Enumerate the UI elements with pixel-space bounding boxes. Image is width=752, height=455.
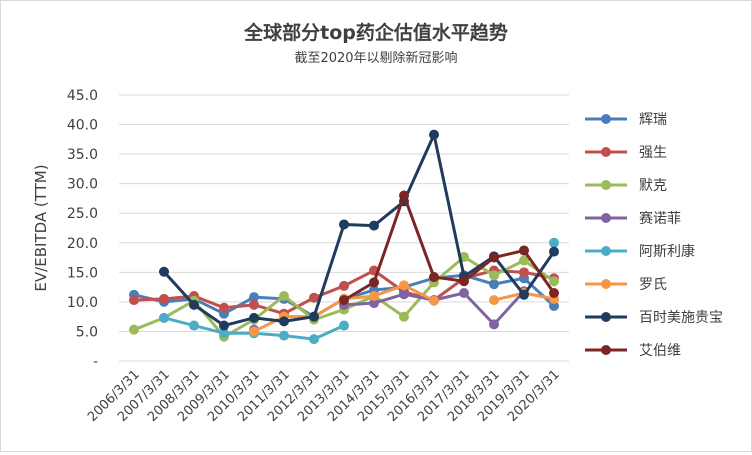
data-point — [549, 237, 559, 248]
y-tick-label: 25.0 — [67, 206, 98, 222]
chart-subtitle: 截至2020年以剔除新冠影响 — [294, 50, 457, 66]
data-point — [219, 328, 229, 339]
data-point — [309, 292, 319, 303]
legend-item: 百时美施贵宝 — [585, 310, 723, 326]
y-tick-label: 30.0 — [67, 177, 98, 193]
y-tick-label: 35.0 — [67, 147, 98, 163]
y-axis-label: EV/EBITDA (TTM) — [32, 164, 50, 291]
y-tick-label: 10.0 — [67, 295, 98, 311]
data-point — [429, 272, 439, 283]
data-point — [549, 246, 559, 257]
data-point — [159, 293, 169, 304]
x-tick-labels: 2006/3/312007/3/312008/3/312009/3/312010… — [85, 367, 563, 425]
y-tick-label: 20.0 — [67, 236, 98, 252]
data-point — [279, 330, 289, 341]
data-point — [309, 334, 319, 345]
data-point — [489, 319, 499, 330]
data-point — [399, 280, 409, 291]
legend-swatch-marker — [601, 246, 611, 256]
data-point — [369, 220, 379, 231]
data-point — [489, 295, 499, 306]
legend-swatch-marker — [601, 345, 611, 355]
data-point — [249, 299, 259, 310]
data-point — [249, 292, 259, 303]
data-point — [339, 320, 349, 331]
y-tick-label: 45.0 — [67, 88, 98, 104]
data-point — [339, 219, 349, 230]
series-lines — [129, 129, 559, 345]
data-point — [279, 290, 289, 301]
data-point — [519, 255, 529, 266]
data-point — [369, 298, 379, 309]
data-point — [489, 252, 499, 263]
data-point — [189, 320, 199, 331]
data-point — [549, 276, 559, 287]
data-point — [519, 289, 529, 300]
legend-item: 辉瑞 — [585, 112, 667, 128]
legend-swatch-marker — [601, 147, 611, 157]
data-point — [129, 324, 139, 335]
data-point — [249, 312, 259, 323]
legend-item: 艾伯维 — [585, 343, 681, 359]
data-point — [129, 295, 139, 306]
data-point — [549, 301, 559, 312]
data-point — [159, 312, 169, 323]
data-point — [399, 190, 409, 201]
data-point — [279, 316, 289, 327]
legend-item: 罗氏 — [585, 277, 667, 293]
data-point — [489, 270, 499, 281]
legend-swatch-marker — [601, 279, 611, 289]
data-point — [519, 267, 529, 278]
data-point — [189, 299, 199, 310]
data-point — [219, 302, 229, 313]
legend-item: 赛诺菲 — [585, 211, 681, 227]
legend-item: 默克 — [585, 178, 667, 194]
legend-label: 百时美施贵宝 — [639, 310, 723, 326]
data-point — [429, 129, 439, 140]
series-艾伯维 — [339, 190, 559, 306]
y-tick-label: 5.0 — [76, 324, 98, 340]
data-point — [429, 295, 439, 306]
y-tick-labels: - 5.0 10.0 15.0 20.0 25.0 30.0 35.0 40.0 45.0 — [67, 88, 98, 370]
data-point — [549, 288, 559, 299]
data-point — [159, 266, 169, 277]
legend-swatch-marker — [601, 213, 611, 223]
data-point — [369, 290, 379, 301]
legend-label: 罗氏 — [639, 277, 667, 293]
legend-label: 强生 — [639, 145, 667, 161]
legend-label: 赛诺菲 — [639, 211, 681, 227]
y-tick-label: - — [93, 354, 98, 370]
data-point — [399, 289, 409, 300]
data-point — [519, 245, 529, 256]
data-point — [459, 288, 469, 299]
legend-label: 阿斯利康 — [639, 243, 695, 260]
data-point — [219, 320, 229, 331]
data-point — [369, 277, 379, 288]
data-point — [249, 326, 259, 337]
series-line — [343, 193, 556, 302]
legend-label: 默克 — [639, 178, 667, 194]
legend-label: 艾伯维 — [639, 343, 681, 359]
legend-swatch-marker — [601, 114, 611, 124]
legend-swatch-marker — [601, 312, 611, 322]
legend-item: 阿斯利康 — [585, 243, 695, 260]
legend-swatch-marker — [601, 180, 611, 190]
data-point — [459, 276, 469, 287]
legend-label: 辉瑞 — [639, 112, 667, 128]
data-point — [399, 311, 409, 322]
chart-title: 全球部分top药企估值水平趋势 — [243, 21, 508, 44]
data-point — [339, 295, 349, 306]
y-tick-label: 40.0 — [67, 118, 98, 134]
legend-item: 强生 — [585, 145, 667, 161]
data-point — [309, 311, 319, 322]
data-point — [489, 279, 499, 290]
data-point — [339, 280, 349, 291]
y-tick-label: 15.0 — [67, 265, 98, 281]
